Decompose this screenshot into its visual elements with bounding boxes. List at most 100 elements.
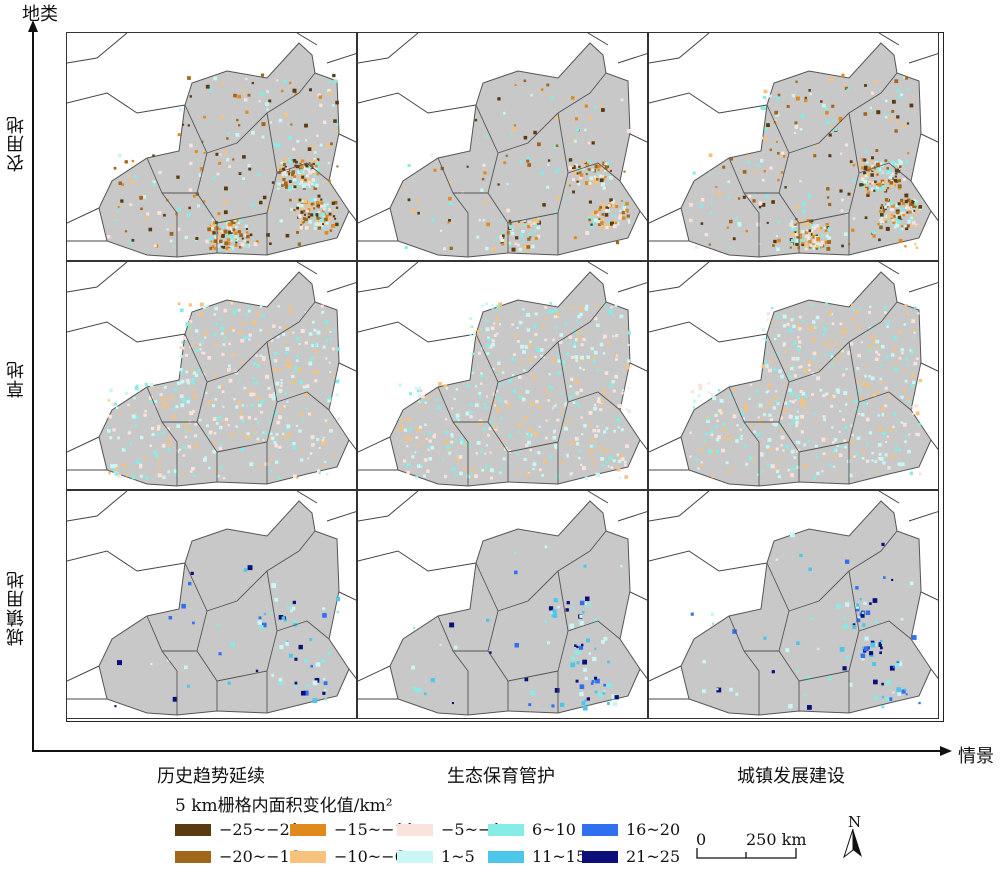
change-pixel	[276, 420, 281, 425]
change-pixel	[304, 178, 307, 182]
change-pixel	[589, 444, 593, 448]
change-pixel	[229, 227, 233, 231]
change-pixel	[320, 304, 324, 308]
change-pixel	[589, 449, 594, 454]
change-pixel	[187, 124, 190, 127]
change-pixel	[875, 170, 879, 174]
change-pixel	[531, 244, 535, 249]
change-pixel	[261, 314, 265, 318]
change-pixel	[827, 227, 831, 231]
change-pixel	[868, 375, 871, 378]
change-pixel	[806, 676, 811, 681]
change-pixel	[689, 455, 692, 458]
change-pixel	[325, 422, 328, 425]
change-pixel	[736, 424, 739, 427]
change-pixel	[188, 303, 192, 307]
change-pixel	[917, 312, 920, 315]
change-pixel	[322, 345, 326, 349]
change-pixel	[859, 183, 863, 187]
change-pixel	[312, 162, 315, 166]
change-pixel	[578, 175, 583, 180]
change-pixel	[294, 365, 298, 369]
change-pixel	[224, 241, 229, 246]
change-pixel	[259, 305, 262, 308]
change-pixel	[201, 351, 204, 354]
change-pixel	[800, 402, 804, 406]
change-pixel	[233, 353, 236, 356]
change-pixel	[231, 229, 234, 233]
change-pixel	[288, 158, 292, 162]
change-pixel	[527, 163, 531, 167]
change-pixel	[908, 433, 911, 436]
change-pixel	[762, 337, 765, 341]
change-pixel	[460, 441, 464, 445]
province-boundary	[146, 615, 178, 715]
map-panel	[357, 490, 648, 719]
change-pixel	[481, 304, 485, 307]
change-pixel	[189, 143, 193, 148]
change-pixel	[877, 427, 881, 431]
change-pixel	[699, 448, 703, 452]
change-pixel	[861, 158, 865, 162]
change-pixel	[702, 659, 706, 664]
change-pixel	[553, 403, 555, 406]
change-pixel	[904, 688, 907, 691]
change-pixel	[564, 199, 567, 202]
outer-boundary	[358, 321, 477, 343]
province-boundary	[567, 620, 621, 640]
legend-swatch	[397, 824, 433, 836]
change-pixel	[546, 83, 550, 87]
change-pixel	[503, 111, 506, 115]
change-pixel	[914, 201, 919, 206]
change-pixel	[149, 383, 154, 387]
change-pixel	[184, 665, 188, 670]
change-pixel	[511, 323, 514, 326]
change-pixel	[861, 457, 865, 460]
change-pixel	[775, 390, 778, 393]
change-pixel	[874, 471, 877, 474]
change-pixel	[807, 363, 811, 367]
change-pixel	[887, 214, 891, 218]
change-pixel	[323, 464, 326, 468]
change-pixel	[311, 320, 315, 324]
change-pixel	[115, 406, 119, 409]
change-pixel	[322, 207, 326, 211]
change-pixel	[131, 159, 134, 163]
change-pixel	[195, 374, 198, 377]
change-pixel	[785, 444, 790, 449]
change-pixel	[773, 396, 777, 400]
change-pixel	[297, 367, 302, 372]
change-pixel	[220, 245, 223, 248]
col-label-ecological-protection: 生态保育管护	[447, 766, 555, 787]
change-pixel	[801, 238, 805, 243]
change-pixel	[879, 377, 883, 381]
change-pixel	[421, 394, 425, 399]
outer-boundary	[358, 436, 391, 453]
change-pixel	[206, 424, 209, 428]
change-pixel	[596, 368, 600, 372]
change-pixel	[227, 681, 231, 685]
change-pixel	[285, 428, 289, 431]
change-pixel	[693, 399, 697, 403]
change-pixel	[220, 326, 225, 331]
change-pixel	[302, 210, 306, 213]
change-pixel	[280, 381, 283, 385]
change-pixel	[904, 369, 907, 372]
change-pixel	[719, 398, 724, 403]
change-pixel	[603, 636, 608, 641]
change-pixel	[907, 219, 911, 224]
change-pixel	[313, 198, 317, 202]
change-pixel	[177, 133, 181, 137]
change-pixel	[850, 440, 854, 444]
change-pixel	[332, 73, 336, 78]
change-pixel	[220, 443, 223, 446]
change-pixel	[327, 161, 330, 165]
change-pixel	[896, 661, 900, 664]
change-pixel	[499, 471, 502, 474]
legend-label: 6~10	[532, 820, 576, 839]
change-pixel	[840, 209, 844, 213]
change-pixel	[491, 342, 495, 347]
change-pixel	[766, 312, 771, 316]
change-pixel	[311, 344, 314, 347]
change-pixel	[298, 198, 302, 202]
